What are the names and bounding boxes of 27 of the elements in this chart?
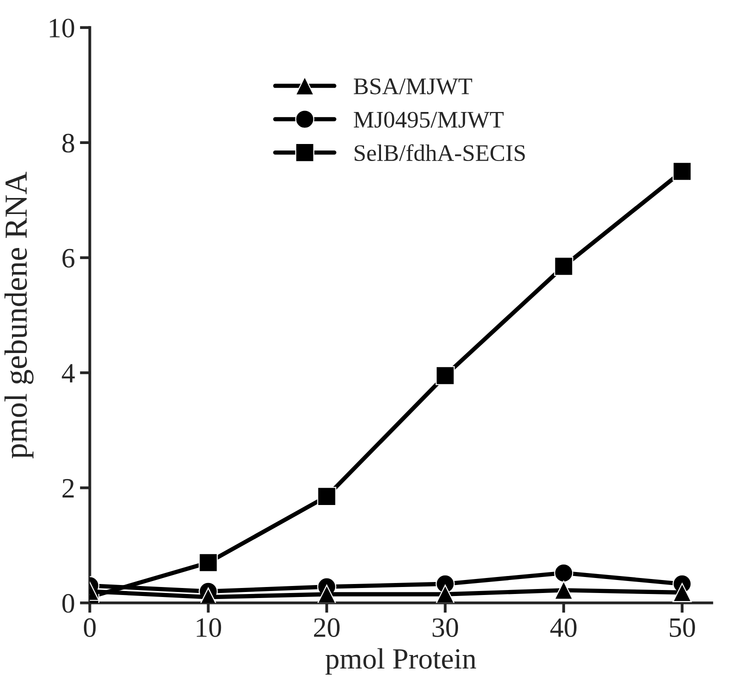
x-axis-title: pmol Protein	[325, 648, 476, 675]
point	[198, 553, 218, 572]
point	[317, 584, 336, 603]
y-tick-label: 8	[62, 134, 74, 153]
point	[554, 580, 574, 600]
x-tick-label: 10	[196, 618, 222, 638]
x-tick-label: 0	[84, 618, 96, 638]
legend-label: MJ0495/MJWT	[354, 112, 504, 128]
point	[554, 256, 574, 276]
x-tick-label: 20	[314, 618, 340, 638]
y-tick-label: 6	[62, 248, 74, 268]
point	[436, 584, 455, 603]
x-tick-label: 40	[550, 618, 576, 638]
point	[672, 162, 692, 181]
legend-label: SelB/fdhA-SECIS	[354, 144, 525, 162]
y-axis-title: pmol gebundene RNA	[4, 172, 34, 458]
y-tick-label: 0	[62, 594, 74, 613]
y-tick-label: 10	[50, 18, 74, 38]
legend-label: BSA/MJWT	[354, 78, 472, 94]
x-tick-label: 30	[432, 618, 458, 638]
point	[672, 582, 692, 602]
point	[436, 366, 455, 386]
point	[554, 563, 574, 583]
point	[317, 486, 336, 506]
y-tick-label: 2	[62, 479, 74, 498]
x-tick-label: 50	[670, 618, 695, 638]
y-tick-label: 4	[62, 364, 75, 382]
